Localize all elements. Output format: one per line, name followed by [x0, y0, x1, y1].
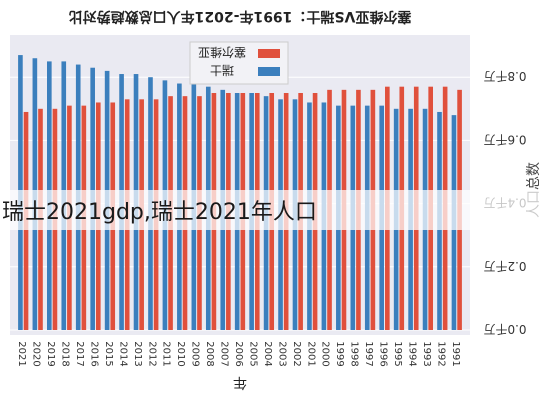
x-tick-label: 2007: [219, 341, 230, 366]
y-tick-label: 0.0千万: [483, 322, 526, 336]
x-tick-label: 2001: [305, 341, 316, 366]
x-tick-label: 2006: [233, 341, 244, 366]
x-tick-label: 1991: [450, 341, 461, 366]
y-tick-label: 0.8千万: [483, 69, 526, 83]
x-tick-label: 2008: [204, 341, 215, 366]
x-tick-labels: 2021 2020 2019 2018 2017 2016 2015 2014 2013 2012…: [16, 341, 461, 366]
legend-label-switzerland: 瑞士: [210, 63, 234, 77]
x-tick-label: 1998: [349, 341, 360, 366]
x-tick-label: 2002: [291, 341, 302, 366]
x-tick-label: 1994: [406, 341, 417, 366]
x-tick-label: 2018: [60, 341, 71, 366]
x-tick-label: 2016: [88, 341, 99, 366]
caption-text: 瑞士2021gdp,瑞士2021年人口: [2, 200, 317, 225]
x-tick-label: 1997: [363, 341, 374, 366]
x-tick-label: 2015: [103, 341, 114, 366]
x-tick-label: 2000: [320, 341, 331, 366]
x-tick-label: 2012: [146, 341, 157, 366]
caption-banner: 瑞士2021gdp,瑞士2021年人口: [0, 190, 557, 230]
x-tick-label: 1996: [378, 341, 389, 366]
x-axis-label: 年: [233, 374, 247, 390]
x-tick-label: 2004: [262, 341, 273, 366]
x-tick-label: 2005: [247, 341, 258, 366]
legend-label-serbia: 塞尔维亚: [198, 45, 246, 60]
plot-background: [10, 35, 470, 335]
x-tick-label: 2021: [16, 341, 27, 366]
legend: 塞尔维亚 瑞士: [189, 41, 289, 85]
x-tick-label: 2014: [117, 341, 128, 366]
x-tick-label: 2010: [175, 341, 186, 366]
x-tick-label: 2017: [74, 341, 85, 366]
legend-swatch-switzerland: [258, 67, 280, 76]
x-tick-label: 1995: [392, 341, 403, 366]
y-tick-label: 0.2千万: [483, 259, 526, 273]
x-tick-label: 2003: [276, 341, 287, 366]
legend-swatch-serbia: [258, 49, 280, 58]
y-tick-label: 0.6千万: [483, 132, 526, 146]
x-tick-label: 2020: [31, 341, 42, 366]
x-tick-label: 1992: [435, 341, 446, 366]
x-tick-label: 2009: [190, 341, 201, 366]
x-tick-label: 2011: [161, 341, 172, 366]
chart-title: 塞尔维亚VS瑞士：1991年-2021年人口总数趋势对比: [69, 8, 412, 25]
x-tick-label: 1993: [421, 341, 432, 366]
x-tick-label: 2013: [132, 341, 143, 366]
x-tick-label: 1999: [334, 341, 345, 366]
x-tick-label: 2019: [45, 341, 56, 366]
